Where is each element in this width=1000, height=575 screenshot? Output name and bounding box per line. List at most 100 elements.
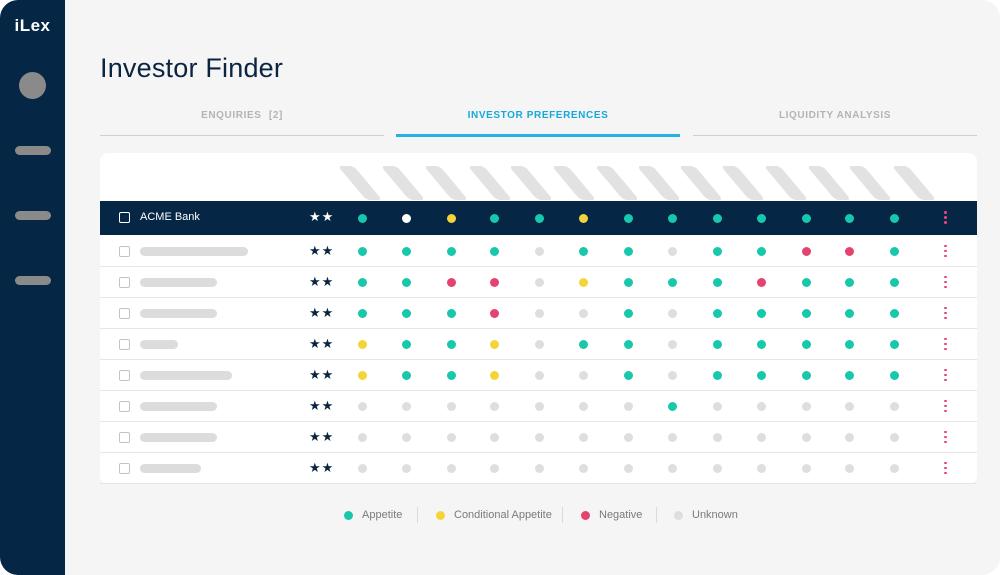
investor-row[interactable]: ★★	[100, 298, 977, 329]
preference-dot	[357, 278, 367, 287]
rating-stars: ★★	[309, 209, 335, 224]
sidebar-nav-item-1[interactable]	[15, 146, 51, 155]
preference-dot	[446, 247, 456, 256]
tab-enquiries[interactable]: ENQUIRIES [2]	[100, 110, 384, 136]
preference-dot	[489, 309, 499, 318]
legend-conditional-label: Conditional Appetite	[454, 509, 552, 521]
preference-dot	[844, 433, 854, 442]
rating-stars: ★★	[309, 242, 335, 258]
preference-dot	[756, 213, 766, 223]
investor-name-placeholder	[140, 463, 201, 473]
preference-dot	[844, 371, 854, 380]
preference-dot	[623, 213, 633, 223]
row-menu-icon[interactable]	[944, 461, 947, 477]
preference-dot	[801, 247, 811, 256]
preference-dot	[578, 247, 588, 256]
investor-name-placeholder	[140, 246, 248, 256]
preference-dot	[756, 371, 766, 380]
investor-name-placeholder	[140, 401, 217, 411]
preference-dot	[712, 371, 722, 380]
preference-dot	[357, 309, 367, 318]
row-menu-icon[interactable]	[944, 244, 947, 260]
row-checkbox[interactable]	[119, 462, 130, 474]
user-avatar[interactable]	[19, 72, 46, 99]
preference-dot	[667, 433, 677, 442]
tab-investor-preferences[interactable]: INVESTOR PREFERENCES	[396, 110, 680, 137]
row-checkbox[interactable]	[119, 400, 130, 412]
investor-row[interactable]: ★★	[100, 391, 977, 422]
rating-stars: ★★	[309, 397, 335, 413]
sidebar-nav-item-3[interactable]	[15, 276, 51, 285]
preference-dot	[712, 247, 722, 256]
preference-dot	[489, 433, 499, 442]
preference-dot	[401, 340, 411, 349]
preference-dot	[534, 402, 544, 411]
investor-row[interactable]: ★★	[100, 267, 977, 298]
app-logo[interactable]: iLex	[14, 16, 51, 35]
preference-dot	[446, 278, 456, 287]
row-checkbox[interactable]	[119, 338, 130, 350]
preference-dot	[578, 309, 588, 318]
investor-name-placeholder	[140, 339, 178, 349]
preference-dot	[401, 433, 411, 442]
preference-dot	[578, 464, 588, 473]
investor-row[interactable]: ★★	[100, 453, 977, 484]
preference-dot	[401, 309, 411, 318]
preference-dot	[401, 371, 411, 380]
row-menu-icon[interactable]	[944, 337, 947, 353]
row-menu-icon[interactable]	[944, 306, 947, 322]
preference-dot	[801, 213, 811, 223]
row-checkbox[interactable]	[119, 431, 130, 443]
investor-row[interactable]: ★★	[100, 329, 977, 360]
preference-dot	[489, 464, 499, 473]
row-checkbox[interactable]	[119, 245, 130, 257]
investor-row-selected[interactable]: ACME Bank ★★	[100, 201, 977, 235]
row-menu-icon[interactable]	[944, 368, 947, 384]
preference-dot	[756, 433, 766, 442]
page-title: Investor Finder	[100, 53, 284, 83]
preference-dot	[357, 371, 367, 380]
preference-dot	[446, 402, 456, 411]
legend-unknown-dot	[674, 511, 683, 520]
preference-dot	[756, 402, 766, 411]
investor-row[interactable]: ★★	[100, 236, 977, 267]
legend-conditional-dot	[436, 511, 445, 520]
preference-dot	[889, 213, 899, 223]
preference-dot	[801, 402, 811, 411]
investor-row[interactable]: ★★	[100, 360, 977, 391]
row-menu-icon[interactable]	[944, 275, 947, 291]
preference-dot	[534, 247, 544, 256]
legend-negative-label: Negative	[599, 509, 643, 521]
investor-row[interactable]: ★★	[100, 422, 977, 453]
preference-dot	[623, 433, 633, 442]
tab-enquiries-label: ENQUIRIES	[201, 110, 262, 121]
row-menu-icon[interactable]	[944, 399, 947, 415]
preference-dot	[623, 278, 633, 287]
row-checkbox[interactable]	[119, 212, 130, 223]
preference-dot	[712, 402, 722, 411]
preference-dot	[844, 340, 854, 349]
preference-dot	[446, 309, 456, 318]
sidebar-nav-item-2[interactable]	[15, 211, 51, 220]
preference-dot	[667, 278, 677, 287]
preference-dot	[489, 402, 499, 411]
preference-dot	[446, 340, 456, 349]
row-menu-icon[interactable]	[944, 430, 947, 446]
legend-divider	[562, 507, 563, 523]
preference-dot	[844, 402, 854, 411]
row-checkbox[interactable]	[119, 307, 130, 319]
preference-dot	[401, 464, 411, 473]
row-checkbox[interactable]	[119, 276, 130, 288]
investor-name-placeholder	[140, 432, 217, 442]
preference-dot	[712, 309, 722, 318]
rating-stars: ★★	[309, 428, 335, 444]
preference-dot	[623, 247, 633, 256]
preference-dot	[712, 340, 722, 349]
tab-liquidity-analysis-label: LIQUIDITY ANALYSIS	[778, 110, 892, 121]
row-menu-icon[interactable]	[944, 211, 947, 226]
preference-dot	[667, 371, 677, 380]
tab-liquidity-analysis[interactable]: LIQUIDITY ANALYSIS	[693, 110, 977, 136]
tab-bar: ENQUIRIES [2] INVESTOR PREFERENCES LIQUI…	[100, 110, 977, 137]
row-checkbox[interactable]	[119, 369, 130, 381]
